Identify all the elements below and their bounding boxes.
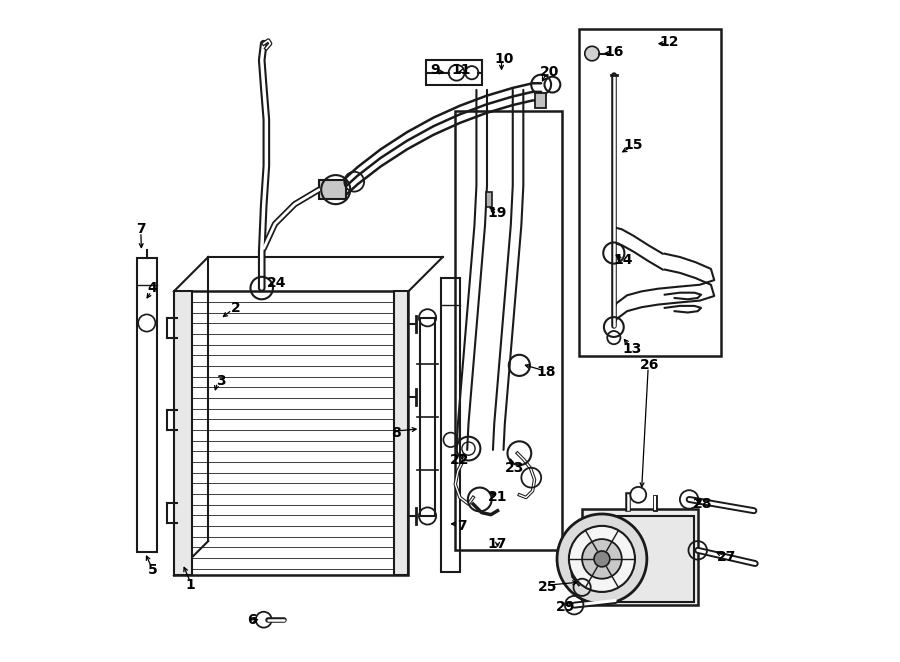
Bar [426,60,482,85]
Text: 17: 17 [488,537,508,551]
Text: 29: 29 [556,600,575,614]
Text: 22: 22 [450,453,470,467]
Text: 24: 24 [267,277,287,291]
Bar [174,291,409,575]
Text: 2: 2 [230,301,240,315]
Text: 26: 26 [640,358,659,372]
Bar [174,291,193,575]
Circle shape [585,46,599,61]
Bar [618,516,695,602]
Text: 1: 1 [185,579,195,592]
Text: 11: 11 [452,63,471,77]
Bar [420,318,435,516]
Bar [455,111,562,550]
Text: 12: 12 [660,35,680,49]
Bar [441,278,460,572]
Text: 4: 4 [148,281,157,295]
Text: 9: 9 [430,63,439,77]
Circle shape [557,514,647,604]
Circle shape [569,526,635,592]
Text: 20: 20 [539,65,559,79]
Text: 21: 21 [488,491,508,504]
Circle shape [594,551,610,567]
Text: 27: 27 [716,550,736,564]
Text: 28: 28 [693,497,712,511]
Text: 19: 19 [488,207,508,220]
Text: 3: 3 [216,373,226,387]
Circle shape [582,539,622,579]
Text: 10: 10 [494,52,514,66]
Text: 6: 6 [247,613,256,627]
Text: 7: 7 [457,519,467,533]
Text: 15: 15 [624,138,644,152]
Text: 23: 23 [505,461,525,475]
Bar [394,291,409,575]
Bar [582,509,698,605]
Text: 18: 18 [536,365,555,379]
Text: 16: 16 [604,45,624,59]
Text: 25: 25 [538,581,557,594]
Text: 14: 14 [613,253,633,267]
Bar [137,258,157,552]
Text: 7: 7 [136,222,146,236]
Bar [486,192,491,207]
Bar [320,180,346,199]
Text: 8: 8 [391,426,401,440]
Bar [579,29,721,356]
Text: 5: 5 [148,563,157,577]
Text: 13: 13 [622,342,642,357]
Bar [535,93,546,108]
